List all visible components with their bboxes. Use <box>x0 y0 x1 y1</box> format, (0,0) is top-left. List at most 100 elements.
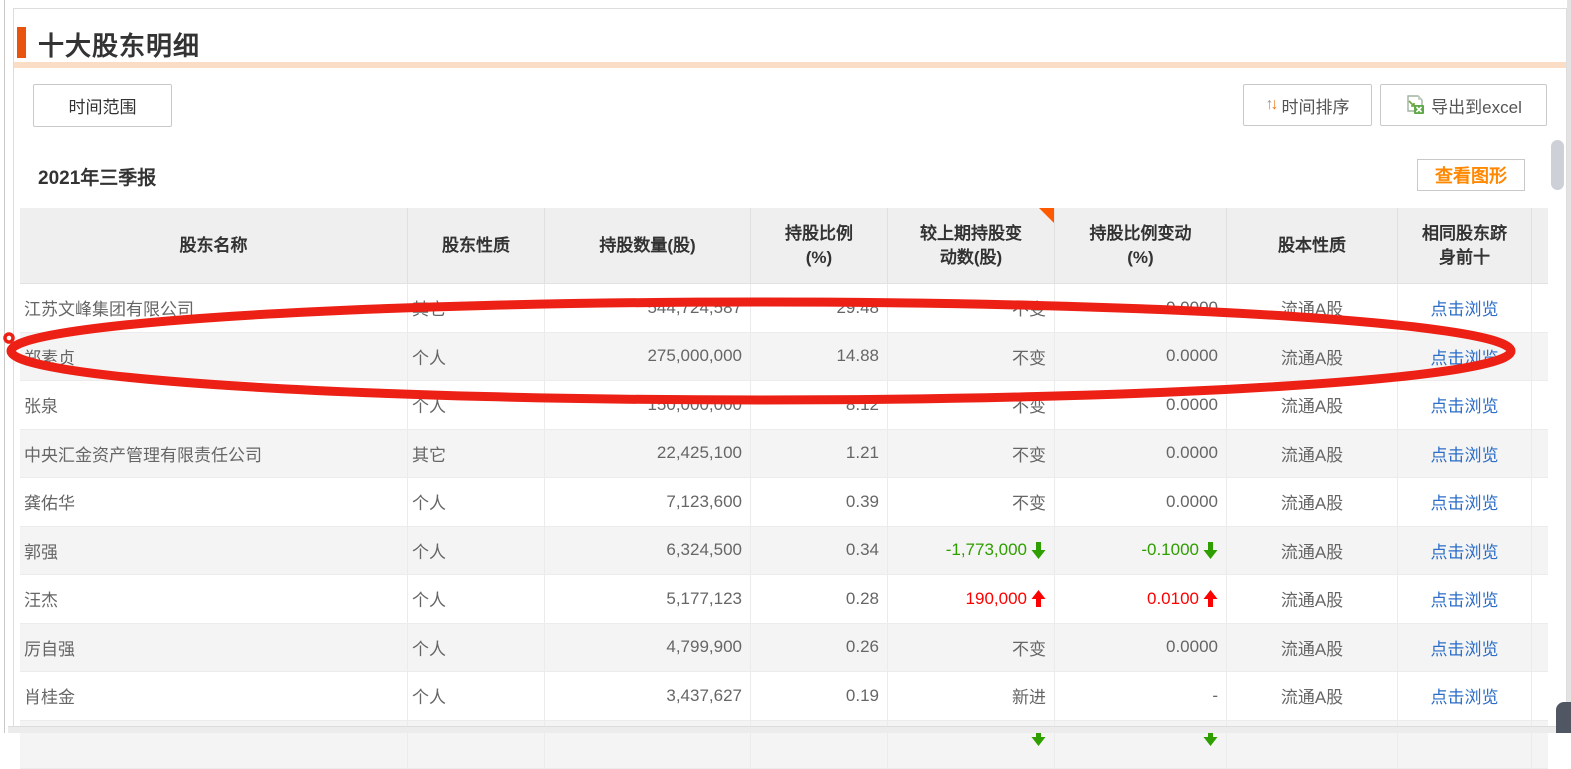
header-filler-cell <box>1532 208 1548 283</box>
shareholder-name-cell: 肖桂金 <box>20 672 408 720</box>
view-chart-button[interactable]: 查看图形 <box>1417 159 1525 191</box>
view-browse-link[interactable]: 点击浏览 <box>1431 344 1499 369</box>
view-browse-link[interactable]: 点击浏览 <box>1431 392 1499 417</box>
excel-icon <box>1405 95 1426 115</box>
shares-change-cell: 不变 <box>888 284 1055 332</box>
table-header-row: 股东名称股东性质持股数量(股)持股比例 (%)较上期持股变 动数(股)持股比例变… <box>20 208 1548 284</box>
shareholder-nature-cell: 个人 <box>408 381 545 429</box>
view-browse-link[interactable]: 点击浏览 <box>1431 441 1499 466</box>
ratio-change-cell: - <box>1055 672 1227 720</box>
equity-nature-cell: 流通A股 <box>1227 478 1398 526</box>
view-link-cell: 点击浏览 <box>1398 575 1532 623</box>
table-row: 肖桂金 个人 3,437,627 0.19 新进 - 流通A股 点击浏览 <box>20 672 1548 721</box>
shares-held-cell: 6,324,500 <box>545 527 751 575</box>
view-browse-link[interactable]: 点击浏览 <box>1431 295 1499 320</box>
increase-arrow-icon <box>1031 590 1046 607</box>
shareholder-nature-cell: 其它 <box>408 430 545 478</box>
ratio-change-cell: 0.0000 <box>1055 381 1227 429</box>
time-range-button-label: 时间范围 <box>69 93 137 118</box>
shareholder-name-cell: 厉自强 <box>20 624 408 672</box>
view-browse-link[interactable]: 点击浏览 <box>1431 635 1499 660</box>
view-link-cell: 点击浏览 <box>1398 284 1532 332</box>
time-sort-button[interactable]: ↑ ↓ 时间排序 <box>1243 84 1372 126</box>
view-link-cell: 点击浏览 <box>1398 478 1532 526</box>
table-row: 厉自强 个人 4,799,900 0.26 不变 0.0000 流通A股 点击浏… <box>20 624 1548 673</box>
column-header: 股东名称 <box>20 208 408 283</box>
shareholders-table: 股东名称股东性质持股数量(股)持股比例 (%)较上期持股变 动数(股)持股比例变… <box>20 208 1548 769</box>
shares-change-cell: 不变 <box>888 381 1055 429</box>
equity-nature-cell: 流通A股 <box>1227 430 1398 478</box>
horizontal-scrollbar-track[interactable] <box>8 726 1571 733</box>
equity-nature-cell: 流通A股 <box>1227 575 1398 623</box>
view-link-cell: 点击浏览 <box>1398 381 1532 429</box>
shares-held-cell: 22,425,100 <box>545 430 751 478</box>
sort-down-arrow-icon: ↓ <box>1271 96 1279 114</box>
vertical-scrollbar-thumb[interactable] <box>1551 140 1564 190</box>
view-browse-link[interactable]: 点击浏览 <box>1431 683 1499 708</box>
holding-ratio-cell: 14.88 <box>751 333 888 381</box>
table-row: 江苏文峰集团有限公司 其它 544,724,587 29.48 不变 0.000… <box>20 284 1548 333</box>
shares-change-cell: 不变 <box>888 624 1055 672</box>
shareholder-nature-cell: 个人 <box>408 333 545 381</box>
export-excel-button-label: 导出到excel <box>1431 93 1522 118</box>
row-filler-cell <box>1532 284 1548 332</box>
shares-held-cell: 544,724,587 <box>545 284 751 332</box>
view-link-cell: 点击浏览 <box>1398 527 1532 575</box>
ratio-change-cell: 0.0100 <box>1055 575 1227 623</box>
row-filler-cell <box>1532 575 1548 623</box>
equity-nature-cell: 流通A股 <box>1227 333 1398 381</box>
table-row: 汪杰 个人 5,177,123 0.28 190,000 0.0100 流通A股… <box>20 575 1548 624</box>
view-link-cell: 点击浏览 <box>1398 624 1532 672</box>
view-browse-link[interactable]: 点击浏览 <box>1431 586 1499 611</box>
time-sort-button-label: 时间排序 <box>1282 93 1350 118</box>
shares-change-cell: 不变 <box>888 333 1055 381</box>
ratio-change-cell: -0.1000 <box>1055 527 1227 575</box>
shareholder-name-cell: 中央汇金资产管理有限责任公司 <box>20 430 408 478</box>
shareholder-name-cell: 郭强 <box>20 527 408 575</box>
column-header: 股本性质 <box>1227 208 1398 283</box>
table-row: 张泉 个人 150,000,000 8.12 不变 0.0000 流通A股 点击… <box>20 381 1548 430</box>
view-browse-link[interactable]: 点击浏览 <box>1431 489 1499 514</box>
holding-ratio-cell: 8.12 <box>751 381 888 429</box>
shareholder-name-cell: 张泉 <box>20 381 408 429</box>
row-filler-cell <box>1532 333 1548 381</box>
shares-change-cell: 不变 <box>888 478 1055 526</box>
holding-ratio-cell: 29.48 <box>751 284 888 332</box>
shares-held-cell: 7,123,600 <box>545 478 751 526</box>
ratio-change-cell: 0.0000 <box>1055 478 1227 526</box>
export-excel-button[interactable]: 导出到excel <box>1380 84 1547 126</box>
row-filler-cell <box>1532 527 1548 575</box>
holding-ratio-cell: 0.28 <box>751 575 888 623</box>
row-filler-cell <box>1532 672 1548 720</box>
time-range-button[interactable]: 时间范围 <box>33 84 172 127</box>
browser-left-edge-line <box>4 0 5 733</box>
column-header: 持股数量(股) <box>545 208 751 283</box>
shares-change-cell: 190,000 <box>888 575 1055 623</box>
view-link-cell: 点击浏览 <box>1398 672 1532 720</box>
equity-nature-cell: 流通A股 <box>1227 284 1398 332</box>
browser-side-widget[interactable] <box>1556 702 1571 733</box>
shareholder-name-cell: 郑素贞 <box>20 333 408 381</box>
equity-nature-cell: 流通A股 <box>1227 527 1398 575</box>
report-period-label: 2021年三季报 <box>38 163 156 190</box>
shareholder-nature-cell: 个人 <box>408 478 545 526</box>
equity-nature-cell: 流通A股 <box>1227 381 1398 429</box>
view-browse-link[interactable]: 点击浏览 <box>1431 538 1499 563</box>
row-filler-cell <box>1532 624 1548 672</box>
column-header: 持股比例 (%) <box>751 208 888 283</box>
row-filler-cell <box>1532 430 1548 478</box>
decrease-arrow-icon <box>1203 542 1218 559</box>
row-filler-cell <box>1532 478 1548 526</box>
holding-ratio-cell: 0.26 <box>751 624 888 672</box>
table-row: 龚佑华 个人 7,123,600 0.39 不变 0.0000 流通A股 点击浏… <box>20 478 1548 527</box>
holding-ratio-cell: 0.39 <box>751 478 888 526</box>
table-row: 郭强 个人 6,324,500 0.34 -1,773,000 -0.1000 … <box>20 527 1548 576</box>
shares-change-cell: 不变 <box>888 430 1055 478</box>
shares-held-cell: 4,799,900 <box>545 624 751 672</box>
ratio-change-cell: 0.0000 <box>1055 624 1227 672</box>
view-chart-button-label: 查看图形 <box>1435 162 1507 188</box>
column-header: 持股比例变动 (%) <box>1055 208 1227 283</box>
title-underline <box>14 62 1566 68</box>
equity-nature-cell: 流通A股 <box>1227 624 1398 672</box>
decrease-arrow-icon <box>1031 542 1046 559</box>
